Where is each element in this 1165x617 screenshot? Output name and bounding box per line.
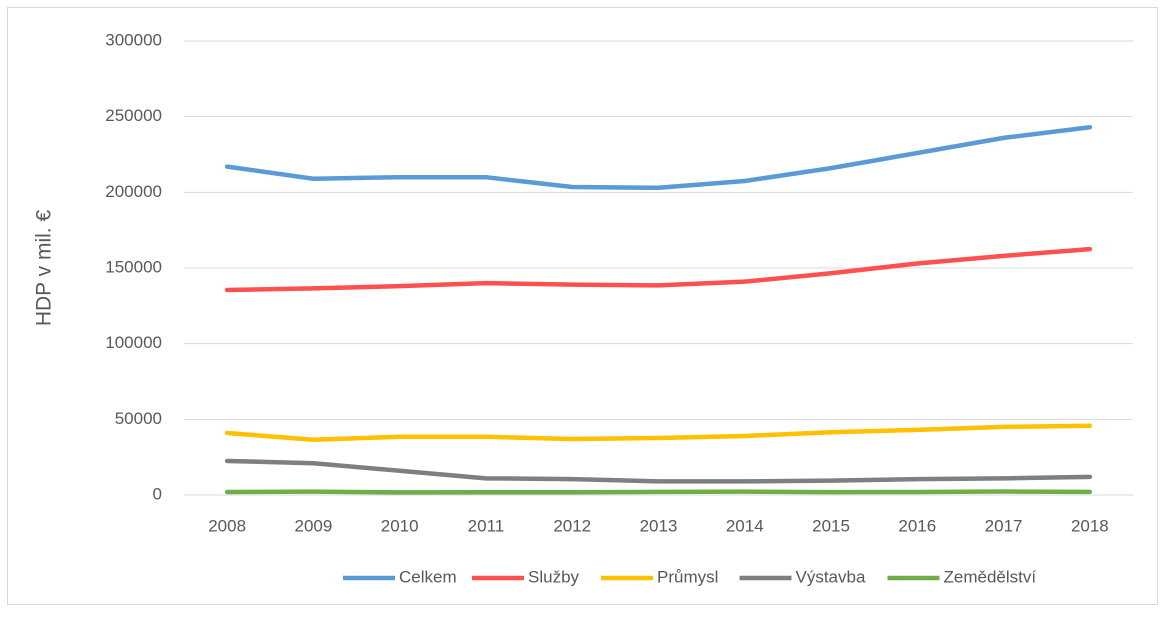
y-tick-label: 150000 <box>105 257 162 276</box>
series-line <box>224 489 1093 495</box>
x-tick-label: 2016 <box>898 516 936 535</box>
x-tick-label: 2011 <box>468 516 505 535</box>
legend-label: Služby <box>528 567 580 586</box>
legend-label: Průmysl <box>657 567 718 586</box>
y-tick-label: 300000 <box>105 30 162 49</box>
y-tick-label: 200000 <box>105 182 162 201</box>
legend-label: Zemědělství <box>944 567 1037 586</box>
y-tick-label: 250000 <box>105 106 162 125</box>
series-line <box>224 423 1093 443</box>
x-tick-label: 2018 <box>1071 516 1109 535</box>
x-tick-label: 2010 <box>381 516 419 535</box>
chart-border <box>7 7 1158 605</box>
series-line <box>224 246 1093 293</box>
x-tick-label: 2015 <box>812 516 850 535</box>
y-tick-label: 100000 <box>105 333 162 352</box>
x-tick-label: 2012 <box>553 516 591 535</box>
x-tick-label: 2017 <box>985 516 1023 535</box>
x-tick-label: 2008 <box>208 516 246 535</box>
legend-label: Výstavba <box>796 567 866 586</box>
series-line <box>224 125 1093 191</box>
y-axis-label: HDP v mil. € <box>33 210 56 327</box>
series-line <box>224 458 1093 484</box>
y-tick-label: 50000 <box>115 409 162 428</box>
x-tick-label: 2013 <box>640 516 678 535</box>
x-tick-label: 2014 <box>726 516 764 535</box>
x-tick-label: 2009 <box>294 516 332 535</box>
legend-label: Celkem <box>399 567 457 586</box>
y-tick-label: 0 <box>153 484 162 503</box>
